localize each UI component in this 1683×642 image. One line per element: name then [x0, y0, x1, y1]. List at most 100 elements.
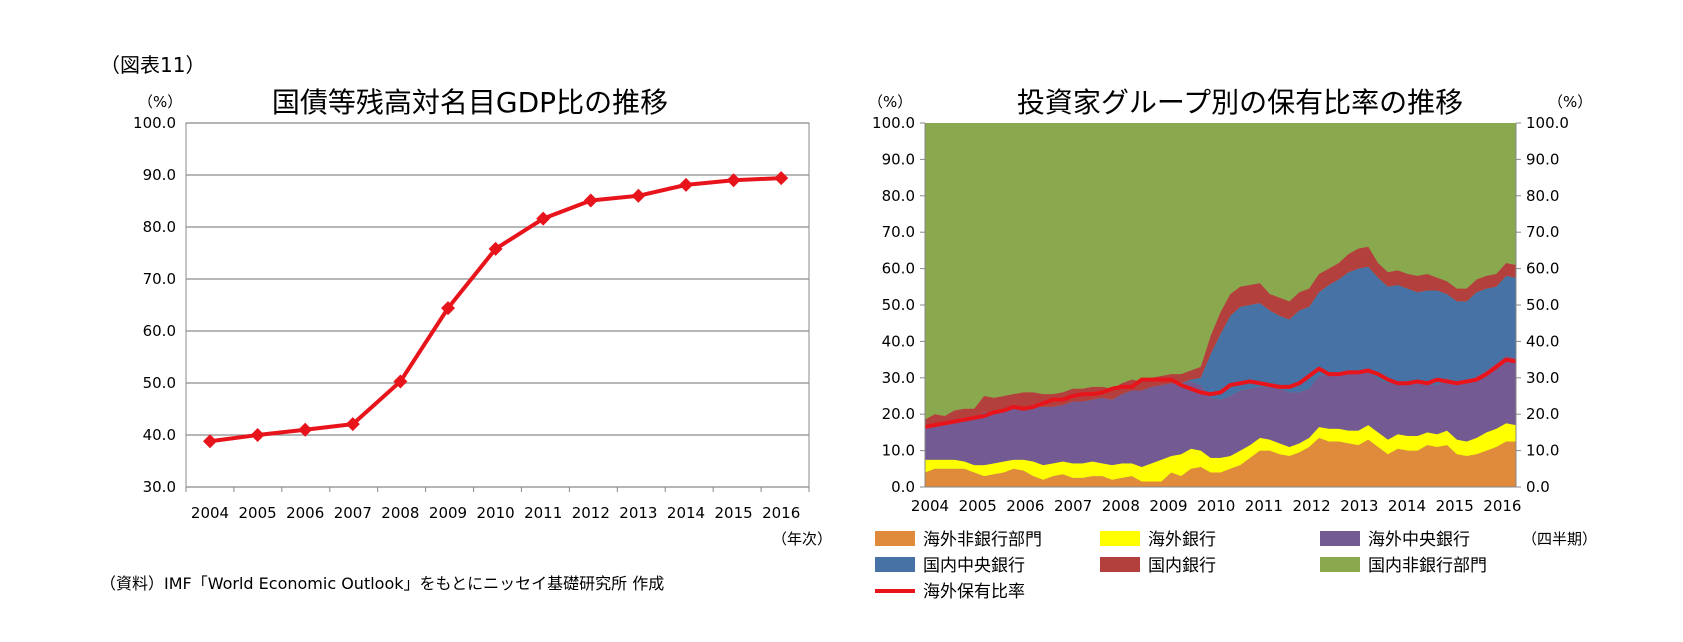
left-x-tick-label: 2010: [477, 504, 515, 522]
left-chart-title: 国債等残高対名目GDP比の推移: [272, 86, 668, 119]
left-data-point: [393, 374, 408, 389]
right-x-tick-label: 2007: [1054, 497, 1092, 515]
legend-label: 海外非銀行部門: [923, 530, 1042, 550]
right-x-unit-label: （四半期）: [1522, 530, 1597, 548]
left-y-tick-label: 40.0: [143, 426, 176, 444]
right-x-tick-label: 2014: [1388, 497, 1426, 515]
legend-label: 国内銀行: [1148, 556, 1216, 576]
right-y-tick-label-right: 70.0: [1526, 223, 1559, 241]
left-data-point: [488, 241, 503, 256]
left-y-tick-label: 60.0: [143, 322, 176, 340]
legend-item: 国内銀行: [1100, 556, 1216, 576]
right-y-tick-label-right: 80.0: [1526, 187, 1559, 205]
right-y-unit-label-left: （%）: [868, 93, 912, 111]
left-y-tick-label: 30.0: [143, 478, 176, 496]
right-y-tick-label-right: 40.0: [1526, 332, 1559, 350]
legend-swatch: [875, 557, 915, 572]
right-chart-title: 投資家グループ別の保有比率の推移: [1017, 86, 1463, 119]
right-y-tick-label-left: 100.0: [872, 114, 915, 132]
legend-swatch: [1320, 531, 1360, 546]
left-data-point: [298, 422, 313, 437]
legend-label: 国内中央銀行: [923, 556, 1025, 576]
overseas-holding-ratio-line: [924, 357, 1517, 429]
left-y-tick-labels: 30.0 40.0 50.0 60.0 70.0 80.0 90.0 100.0: [133, 114, 176, 496]
right-y-tick-label-left: 70.0: [882, 223, 915, 241]
right-y-tick-label-left: 40.0: [882, 332, 915, 350]
right-x-tick-label: 2005: [959, 497, 997, 515]
legend-swatch: [1320, 557, 1360, 572]
left-x-tick-label: 2007: [334, 504, 372, 522]
right-y-tick-label-right: 10.0: [1526, 442, 1559, 460]
right-x-tick-label: 2010: [1197, 497, 1235, 515]
left-x-tick-labels: 2004 2005 2006 2007 2008 2009 2010 2011 2012 2013…: [185, 487, 810, 522]
right-line-series: [924, 357, 1517, 429]
area-domestic-banks: [925, 246, 1516, 429]
right-y-tick-label-left: 30.0: [882, 369, 915, 387]
left-x-unit-label: （年次）: [772, 530, 832, 548]
left-x-tick-label: 2008: [381, 504, 419, 522]
right-x-tick-label: 2006: [1006, 497, 1044, 515]
right-y-unit-label-right: （%）: [1548, 93, 1592, 111]
right-stacked-areas: [925, 123, 1516, 487]
legend-swatch: [1100, 531, 1140, 546]
left-x-tick-label: 2013: [619, 504, 657, 522]
right-y-tick-label-right: 20.0: [1526, 405, 1559, 423]
left-data-point: [203, 434, 217, 449]
left-y-tick-label: 70.0: [143, 270, 176, 288]
left-data-point: [250, 428, 265, 442]
left-x-tick-label: 2016: [762, 504, 800, 522]
left-data-point: [441, 301, 455, 316]
right-x-tick-label: 2016: [1483, 497, 1521, 515]
debt-to-gdp-chart: 国債等残高対名目GDP比の推移 （%） （年次） 30.0 40.0 50.0 60.…: [133, 86, 832, 548]
left-x-tick-label: 2012: [572, 504, 610, 522]
right-y-tick-label-right: 30.0: [1526, 369, 1559, 387]
right-y-tick-label-left: 10.0: [882, 442, 915, 460]
left-plot-frame: [185, 122, 810, 488]
holdings-share-chart: 投資家グループ別の保有比率の推移 （%） （%） （四半期） 0.0 0.0 10.…: [868, 86, 1597, 602]
right-y-tick-label-left: 50.0: [882, 296, 915, 314]
area-domestic-central-bank: [925, 266, 1516, 429]
left-x-tick-label: 2005: [239, 504, 277, 522]
left-series-line: [209, 176, 782, 444]
left-data-point: [774, 171, 789, 186]
right-x-tick-label: 2004: [911, 497, 949, 515]
left-data-point: [583, 193, 598, 208]
legend-label: 国内非銀行部門: [1368, 556, 1487, 576]
left-x-tick-label: 2004: [191, 504, 229, 522]
right-y-tick-label-right: 50.0: [1526, 296, 1559, 314]
left-x-tick-label: 2009: [429, 504, 467, 522]
right-y-tick-label-left: 20.0: [882, 405, 915, 423]
left-data-point: [726, 173, 741, 188]
left-x-tick-label: 2014: [667, 504, 705, 522]
left-y-tick-label: 50.0: [143, 374, 176, 392]
legend-item: 海外非銀行部門: [875, 530, 1042, 550]
right-y-tick-label-right: 100.0: [1526, 114, 1569, 132]
right-y-tick-label-right: 90.0: [1526, 150, 1559, 168]
left-series: [203, 171, 789, 449]
right-x-tick-label: 2011: [1245, 497, 1283, 515]
left-y-tick-label: 80.0: [143, 218, 176, 236]
left-data-point: [679, 177, 693, 192]
left-x-tick-label: 2015: [715, 504, 753, 522]
left-data-point: [631, 188, 646, 203]
area-foreign-banks: [925, 423, 1516, 482]
right-y-tick-label-left: 80.0: [882, 187, 915, 205]
left-data-point: [345, 417, 360, 432]
legend-label: 海外中央銀行: [1368, 530, 1470, 550]
legend-item: 海外保有比率: [875, 582, 1025, 602]
figure-label: （図表11）: [100, 53, 205, 77]
source-note: （資料）IMF「World Economic Outlook」をもとにニッセイ基…: [100, 574, 664, 593]
legend-label: 海外銀行: [1148, 530, 1216, 550]
right-x-tick-label: 2008: [1102, 497, 1140, 515]
right-x-tick-label: 2012: [1293, 497, 1331, 515]
right-y-tick-label-left: 90.0: [882, 150, 915, 168]
right-x-tick-labels: 2004 2005 2006 2007 2008 2009 2010 2011 2012 2013…: [911, 497, 1522, 515]
legend-item: 国内非銀行部門: [1320, 556, 1487, 576]
legend-label: 海外保有比率: [923, 582, 1025, 602]
right-x-tick-label: 2009: [1149, 497, 1187, 515]
right-y-tick-label-left: 60.0: [882, 260, 915, 278]
left-y-tick-label: 100.0: [133, 114, 176, 132]
legend-swatch: [875, 531, 915, 546]
